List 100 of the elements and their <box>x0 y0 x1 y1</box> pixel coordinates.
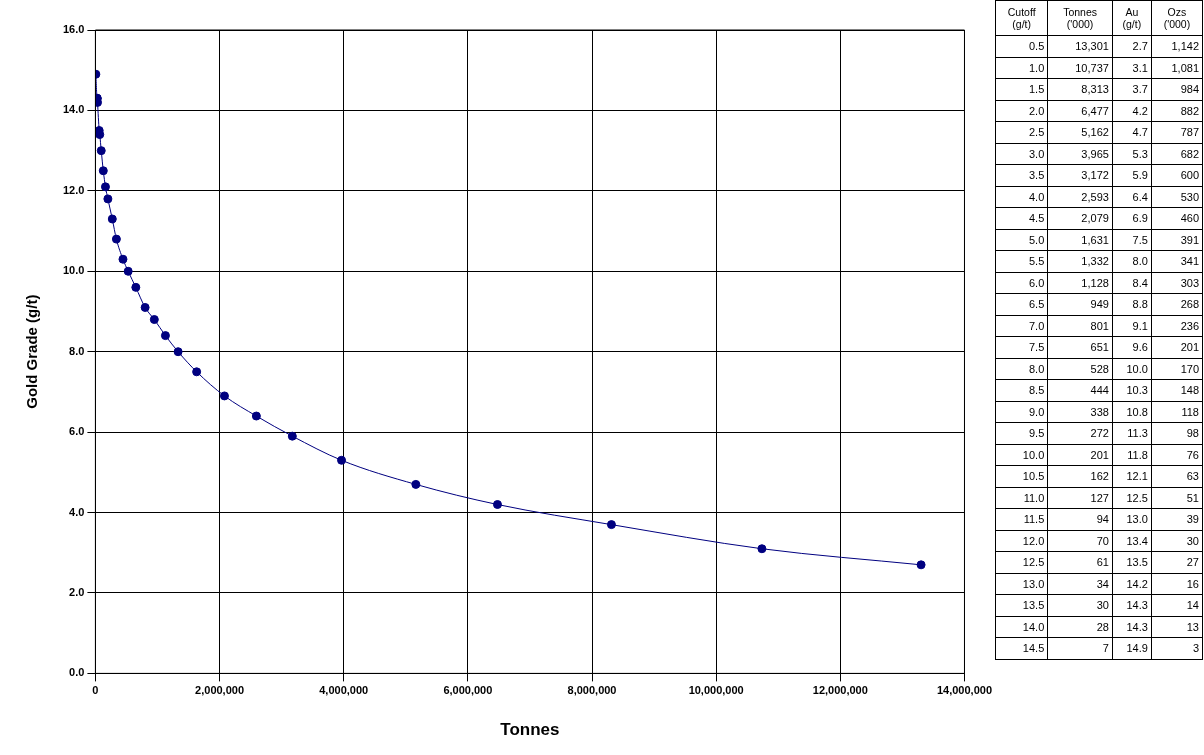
text: 127 <box>1090 491 1109 504</box>
text: 651 <box>1090 341 1109 354</box>
text: 3.0 <box>1028 147 1045 160</box>
text: 27 <box>1186 556 1199 569</box>
text: 70 <box>1096 534 1109 547</box>
text: 201 <box>1180 341 1199 354</box>
x-axis-title: Tonnes <box>500 720 560 740</box>
text: 5.0 <box>1028 233 1045 246</box>
text: 76 <box>1186 448 1199 461</box>
y-tick-label: 8.0 <box>69 344 85 357</box>
text: 2.7 <box>1132 40 1148 53</box>
point <box>337 455 347 465</box>
text: 34 <box>1096 577 1109 590</box>
text: 0.5 <box>1028 40 1045 53</box>
text: 5.3 <box>1132 147 1148 160</box>
text: 3 <box>1192 642 1199 655</box>
text: 11.8 <box>1127 448 1148 461</box>
text: 14.3 <box>1126 620 1148 633</box>
text: 8.8 <box>1132 298 1148 311</box>
text: 460 <box>1180 212 1199 225</box>
text: 6.0 <box>1028 276 1045 289</box>
text: 12.5 <box>1022 556 1045 569</box>
point <box>606 520 616 530</box>
point <box>107 214 117 224</box>
y-tick-label: 12.0 <box>62 183 85 196</box>
text: 28 <box>1096 620 1109 633</box>
point <box>100 182 110 192</box>
text: 201 <box>1090 448 1109 461</box>
text: 39 <box>1186 513 1199 526</box>
text: 4.0 <box>1028 190 1045 203</box>
point <box>287 431 297 441</box>
text: 7 <box>1102 642 1109 655</box>
point <box>411 479 421 489</box>
text: 14.5 <box>1022 642 1045 655</box>
text: 11.3 <box>1127 427 1148 440</box>
text: 9.5 <box>1028 427 1045 440</box>
text: 12.0 <box>1022 534 1045 547</box>
text: 8.0 <box>1028 362 1045 375</box>
text: 682 <box>1180 147 1199 160</box>
text: 162 <box>1090 470 1109 483</box>
x-tick-label: 4,000,000 <box>319 684 369 697</box>
text: 5.9 <box>1132 169 1148 182</box>
text: 8.5 <box>1028 384 1045 397</box>
x-tick-label: 0 <box>92 684 99 697</box>
text: 801 <box>1090 319 1109 332</box>
category-label: Cutoff (g/t) <box>995 0 1048 36</box>
text: 94 <box>1096 513 1109 526</box>
point <box>173 347 183 357</box>
text: 6.5 <box>1028 298 1045 311</box>
text: 3.7 <box>1132 83 1148 96</box>
text: 13.5 <box>1022 599 1045 612</box>
text: 2,079 <box>1081 212 1109 225</box>
text: 13,301 <box>1075 40 1109 53</box>
text: 10.3 <box>1126 384 1148 397</box>
text: 1,081 <box>1171 61 1199 74</box>
y-tick-label: 14.0 <box>62 103 85 116</box>
text: 14.2 <box>1126 577 1148 590</box>
text: 13 <box>1186 620 1199 633</box>
point <box>140 302 150 312</box>
text: 2.5 <box>1028 126 1045 139</box>
point <box>111 234 121 244</box>
text: 391 <box>1180 233 1199 246</box>
text: 3.5 <box>1028 169 1045 182</box>
point <box>916 560 926 570</box>
text: 8.4 <box>1132 276 1148 289</box>
y-tick-label: 2.0 <box>69 586 85 599</box>
text: 8,313 <box>1081 83 1109 96</box>
point <box>219 391 229 401</box>
point <box>103 194 113 204</box>
x-tick-label: 10,000,000 <box>688 684 744 697</box>
point <box>160 331 170 341</box>
text: 11.5 <box>1023 513 1045 526</box>
category-label: Tonnes ('000) <box>1047 0 1113 36</box>
point <box>757 544 767 554</box>
text: 63 <box>1186 470 1199 483</box>
text: 170 <box>1180 362 1199 375</box>
text: 10.8 <box>1126 405 1148 418</box>
text: 4.2 <box>1132 104 1148 117</box>
text: 303 <box>1180 276 1199 289</box>
point <box>98 166 108 176</box>
x-tick-label: 2,000,000 <box>195 684 245 697</box>
text: 1,332 <box>1081 255 1109 268</box>
text: 14 <box>1186 599 1199 612</box>
text: 61 <box>1096 556 1109 569</box>
text: 10,737 <box>1075 61 1109 74</box>
text: 341 <box>1180 255 1199 268</box>
point <box>192 367 202 377</box>
x-tick-label: 6,000,000 <box>443 684 493 697</box>
point <box>118 254 128 264</box>
text: 444 <box>1090 384 1109 397</box>
text: 1.0 <box>1028 61 1045 74</box>
text: 6.4 <box>1132 190 1148 203</box>
point <box>96 146 106 156</box>
text: 118 <box>1181 405 1199 418</box>
y-tick-label: 6.0 <box>69 425 85 438</box>
text: 6.9 <box>1132 212 1148 225</box>
text: 984 <box>1180 83 1199 96</box>
text: 9.0 <box>1028 405 1045 418</box>
text: 14.0 <box>1022 620 1045 633</box>
text: 13.4 <box>1126 534 1148 547</box>
